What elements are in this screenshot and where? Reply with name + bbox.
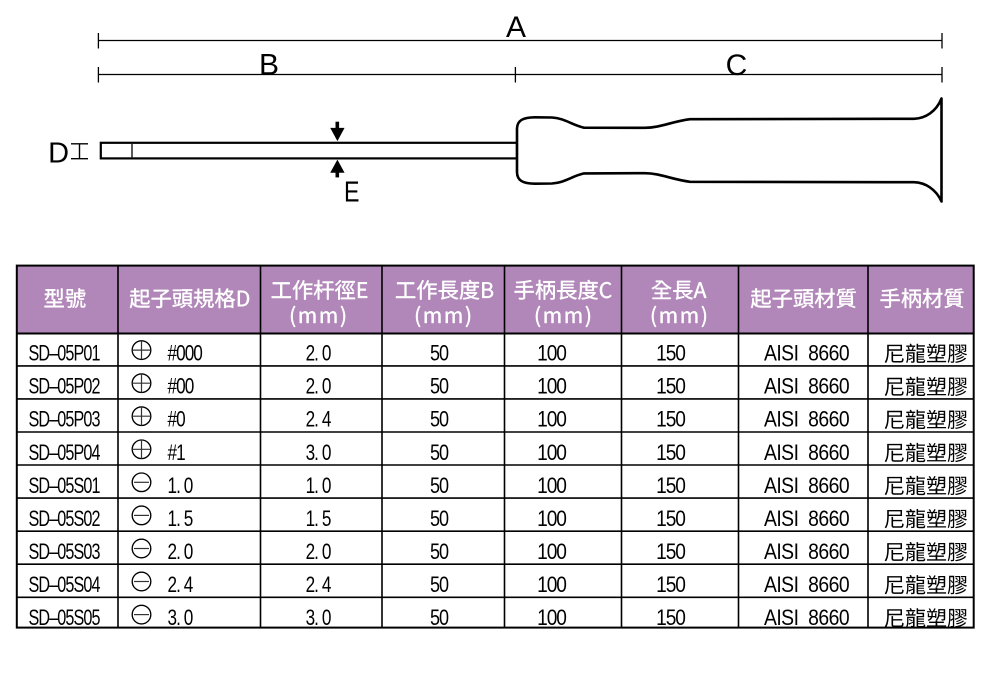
svg-text:3. 0: 3. 0	[306, 606, 332, 631]
svg-text:C: C	[726, 49, 748, 82]
svg-text:50: 50	[430, 441, 449, 465]
svg-text:D: D	[48, 137, 69, 169]
svg-text:SD–05S01: SD–05S01	[28, 475, 99, 499]
svg-text:SD–05P04: SD–05P04	[28, 442, 100, 466]
svg-text:1. 0: 1. 0	[306, 474, 332, 499]
svg-text:100: 100	[537, 606, 566, 631]
svg-text:3. 0: 3. 0	[168, 606, 194, 631]
svg-text:AISI 8660: AISI 8660	[764, 441, 849, 465]
svg-text:A: A	[506, 11, 526, 44]
svg-text:1. 5: 1. 5	[306, 507, 332, 532]
svg-text:AISI 8660: AISI 8660	[764, 341, 849, 365]
svg-text:50: 50	[430, 607, 449, 631]
svg-text:B: B	[259, 49, 279, 82]
svg-text:100: 100	[537, 540, 566, 565]
svg-text:AISI 8660: AISI 8660	[764, 606, 849, 630]
svg-text:1. 0: 1. 0	[168, 474, 194, 499]
svg-text:50: 50	[430, 408, 449, 432]
svg-text:1. 5: 1. 5	[168, 507, 194, 532]
svg-text:100: 100	[537, 407, 566, 432]
svg-text:AISI 8660: AISI 8660	[764, 573, 849, 597]
svg-text:2. 4: 2. 4	[306, 573, 332, 598]
svg-text:150: 150	[656, 341, 685, 366]
svg-text:150: 150	[656, 540, 685, 565]
svg-text:2. 0: 2. 0	[306, 342, 332, 367]
svg-text:100: 100	[537, 507, 566, 532]
svg-text:100: 100	[537, 341, 566, 366]
svg-text:#00: #00	[168, 375, 195, 400]
svg-text:SD–05S05: SD–05S05	[28, 607, 99, 631]
svg-text:AISI 8660: AISI 8660	[764, 375, 849, 399]
svg-text:100: 100	[537, 573, 566, 598]
svg-text:150: 150	[656, 507, 685, 532]
svg-text:SD–05S03: SD–05S03	[28, 541, 99, 565]
svg-text:AISI 8660: AISI 8660	[764, 408, 849, 432]
svg-text:150: 150	[656, 573, 685, 598]
svg-text:2. 4: 2. 4	[306, 408, 332, 433]
svg-text:AISI 8660: AISI 8660	[764, 474, 849, 498]
svg-text:AISI 8660: AISI 8660	[764, 540, 849, 564]
svg-text:AISI 8660: AISI 8660	[764, 507, 849, 531]
svg-text:#1: #1	[168, 441, 185, 466]
svg-text:E: E	[344, 175, 359, 208]
svg-text:150: 150	[656, 374, 685, 399]
svg-text:50: 50	[430, 474, 449, 498]
svg-text:50: 50	[430, 342, 449, 366]
svg-text:50: 50	[430, 573, 449, 597]
svg-text:100: 100	[537, 474, 566, 499]
svg-text:100: 100	[537, 441, 566, 466]
svg-text:150: 150	[656, 441, 685, 466]
svg-text:2. 0: 2. 0	[168, 540, 194, 565]
svg-text:50: 50	[430, 540, 449, 564]
svg-text:2. 0: 2. 0	[306, 375, 332, 400]
svg-text:50: 50	[430, 375, 449, 399]
svg-text:SD–05S02: SD–05S02	[28, 508, 99, 532]
svg-text:SD–05P03: SD–05P03	[28, 408, 99, 432]
svg-text:2. 0: 2. 0	[306, 540, 332, 565]
svg-text:#000: #000	[168, 342, 203, 367]
svg-text:SD–05S04: SD–05S04	[28, 574, 100, 598]
svg-text:150: 150	[656, 407, 685, 432]
svg-text:50: 50	[430, 507, 449, 531]
svg-text:150: 150	[656, 474, 685, 499]
svg-text:150: 150	[656, 606, 685, 631]
svg-text:SD–05P02: SD–05P02	[28, 375, 99, 399]
svg-text:3. 0: 3. 0	[306, 441, 332, 466]
svg-text:SD–05P01: SD–05P01	[28, 342, 99, 366]
svg-text:#0: #0	[168, 408, 186, 433]
svg-text:2. 4: 2. 4	[168, 573, 194, 598]
svg-text:100: 100	[537, 374, 566, 399]
